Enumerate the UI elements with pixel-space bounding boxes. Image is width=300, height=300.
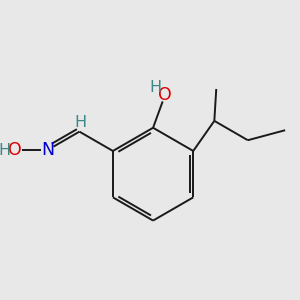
Text: N: N [41, 141, 54, 159]
Text: O: O [158, 86, 172, 104]
Text: O: O [8, 141, 22, 159]
Text: H: H [74, 116, 86, 130]
Text: H: H [149, 80, 161, 95]
Text: H: H [0, 143, 10, 158]
